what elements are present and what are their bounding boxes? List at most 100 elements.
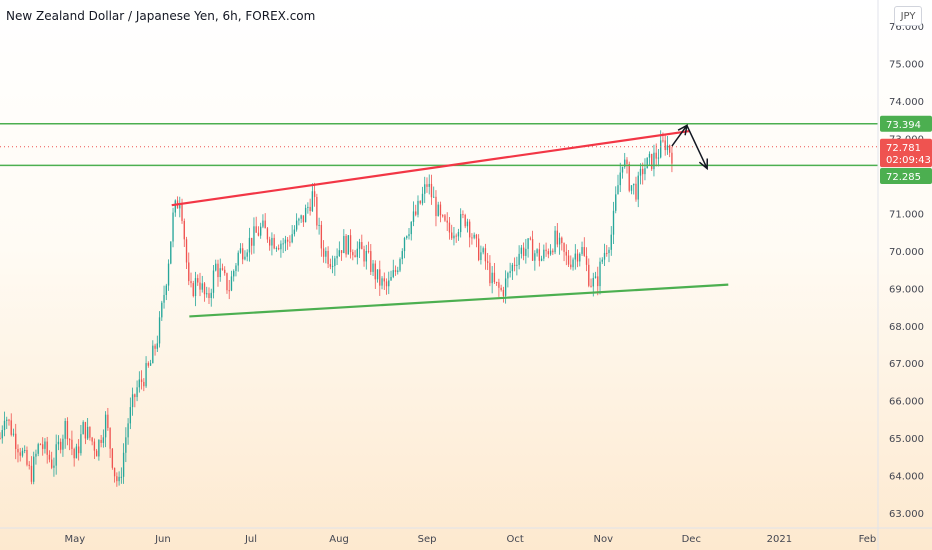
candle-body — [149, 363, 152, 366]
candle-body — [192, 283, 194, 297]
candle-body — [653, 152, 655, 170]
candle-body — [599, 261, 601, 287]
candle-body — [477, 238, 480, 261]
x-tick-label: Nov — [593, 534, 613, 545]
candle-body — [35, 453, 37, 457]
candle-body — [579, 253, 581, 262]
candle-body — [558, 237, 561, 245]
candle-body — [410, 221, 412, 235]
candle-body — [212, 270, 215, 293]
candle-body — [372, 263, 374, 272]
candle-body — [475, 234, 478, 239]
candle-body — [30, 465, 33, 482]
candle-body — [482, 248, 484, 253]
candle-body — [66, 420, 69, 440]
candle-body — [208, 293, 210, 299]
candle-body — [471, 237, 473, 239]
horizontal-levels[interactable] — [0, 123, 878, 167]
candle-body — [455, 235, 457, 237]
candle-body — [597, 276, 599, 287]
candle-body — [460, 214, 462, 233]
candle-body — [529, 238, 532, 240]
candle-body — [453, 235, 455, 239]
candle-body — [583, 247, 585, 256]
candle-body — [111, 448, 114, 468]
projection-arrows[interactable] — [671, 124, 709, 171]
candle-body — [486, 261, 489, 263]
candle-body — [547, 251, 550, 255]
trendlines[interactable] — [171, 129, 729, 318]
candle-body — [511, 264, 514, 272]
candle-body — [365, 250, 367, 262]
candle-body — [53, 465, 55, 468]
candle-body — [448, 222, 451, 233]
candle-body — [12, 433, 15, 435]
arrow-down-head[interactable] — [698, 158, 709, 171]
candle-body — [522, 247, 525, 256]
candle-body — [561, 237, 563, 244]
candle-body — [457, 232, 460, 237]
candle-body — [439, 204, 442, 216]
candle-body — [235, 265, 237, 271]
candle-body — [385, 281, 388, 287]
candle-body — [646, 157, 648, 169]
candle-body — [451, 232, 453, 239]
candle-body — [374, 263, 376, 280]
y-tick-label: 70.000 — [889, 247, 924, 258]
candle-body — [531, 239, 534, 261]
candle-body — [230, 276, 233, 291]
x-tick-label: Jul — [244, 534, 257, 545]
candle-body — [336, 255, 338, 259]
candle-body — [671, 152, 673, 164]
candle-body — [6, 419, 8, 421]
candle-body — [75, 446, 78, 459]
price-axis[interactable]: 76.00075.00074.00073.00072.00071.00070.0… — [877, 0, 924, 550]
candle-body — [637, 175, 639, 200]
candle-body — [55, 444, 57, 466]
arrow-down-shaft[interactable] — [686, 125, 708, 169]
currency-button[interactable]: JPY — [894, 6, 922, 26]
candle-body — [473, 234, 475, 238]
candle-body — [576, 253, 579, 262]
candle-body — [648, 153, 651, 158]
candle-body — [370, 251, 372, 272]
candle-body — [158, 317, 161, 344]
candle-body — [356, 248, 358, 258]
candle-body — [412, 211, 415, 222]
candle-body — [419, 200, 421, 204]
candle-body — [10, 420, 12, 435]
time-axis[interactable]: May Jun Jul Aug Sep Oct Nov Dec 2021 Feb — [0, 527, 932, 545]
candle-body — [507, 273, 509, 279]
candle-body — [167, 263, 170, 286]
arrow-up-shaft[interactable] — [671, 125, 688, 147]
x-tick-label: Dec — [682, 534, 701, 545]
candle-body — [361, 242, 363, 250]
candle-body — [621, 166, 624, 173]
candle-body — [642, 168, 644, 175]
candle-body — [325, 250, 327, 257]
candle-body — [170, 241, 172, 264]
candle-body — [581, 247, 583, 254]
candle-body — [199, 282, 201, 290]
candle-body — [340, 250, 343, 254]
candle-body — [367, 250, 370, 252]
candle-body — [446, 220, 448, 223]
candle-body — [509, 271, 511, 274]
candle-body — [338, 250, 341, 256]
candle-body — [17, 449, 19, 453]
candle-body — [500, 287, 502, 290]
candle-body — [237, 252, 239, 266]
candle-body — [26, 450, 28, 465]
support-trendline[interactable] — [189, 283, 729, 318]
candle-body — [381, 278, 383, 286]
candle-body — [228, 290, 230, 292]
resistance-trendline[interactable] — [171, 129, 690, 207]
candle-body — [406, 236, 408, 238]
candle-body — [120, 476, 123, 478]
candle-body — [134, 394, 136, 398]
candle-body — [311, 191, 314, 212]
candle-body — [48, 454, 51, 460]
candle-body — [197, 278, 199, 283]
